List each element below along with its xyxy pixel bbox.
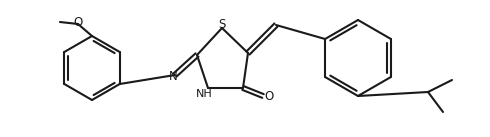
Text: N: N (169, 71, 177, 83)
Text: O: O (74, 16, 83, 29)
Text: S: S (219, 18, 226, 31)
Text: NH: NH (196, 89, 212, 99)
Text: O: O (265, 89, 273, 102)
